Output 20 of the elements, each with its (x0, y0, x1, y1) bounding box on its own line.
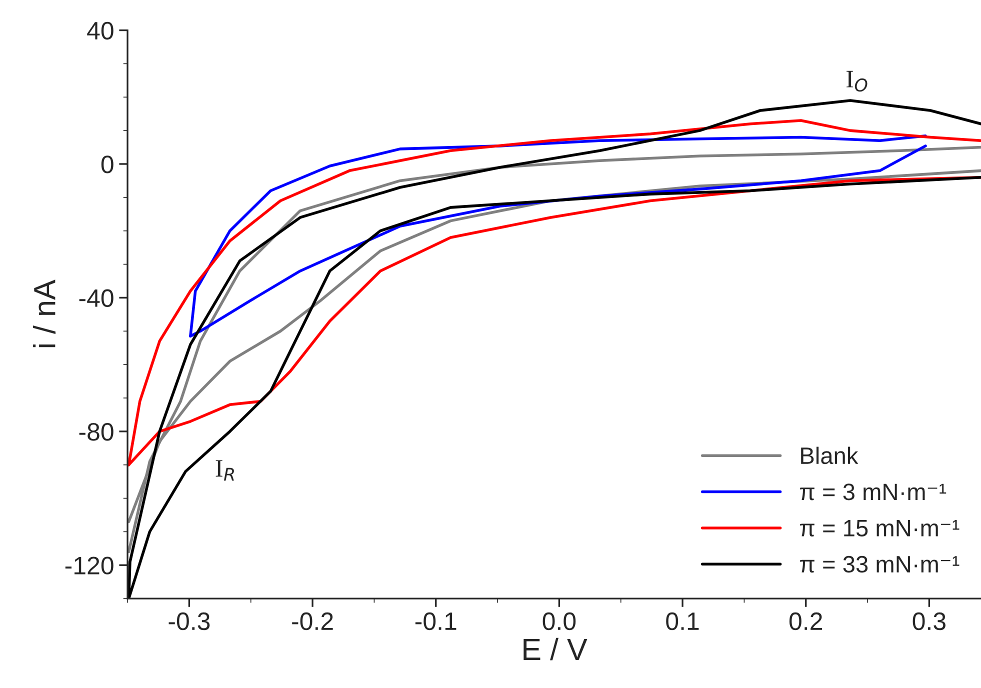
x-tick-label: -0.2 (292, 612, 333, 630)
x-tick-label: 0.3 (912, 612, 946, 630)
x-tick-label: 0.1 (666, 612, 699, 630)
x-tick-label: 0.2 (789, 612, 822, 630)
x-tick-label: 0.0 (542, 612, 576, 630)
y-tick-label: 0 (101, 156, 114, 174)
x-axis-title: E / V (524, 638, 588, 660)
x-tick-label: -0.3 (168, 612, 210, 630)
y-tick-label: -40 (79, 289, 114, 308)
x-tick-label: -0.1 (415, 612, 456, 630)
y-tick-label: 40 (87, 22, 114, 40)
legend-label: π = 3 mN·m⁻¹ (800, 484, 946, 500)
y-tick-label: -120 (65, 556, 114, 574)
legend-label: π = 15 mN·m⁻¹ (800, 520, 960, 536)
y-tick-label: -80 (79, 423, 114, 441)
legend-label: π = 33 mN·m⁻¹ (800, 556, 960, 573)
annotation: I$_{R}$ (216, 460, 234, 481)
annotation: I$_{O}$ (846, 70, 868, 92)
legend-label: Blank (801, 446, 858, 464)
y-axis-title: i / nA (33, 280, 56, 348)
